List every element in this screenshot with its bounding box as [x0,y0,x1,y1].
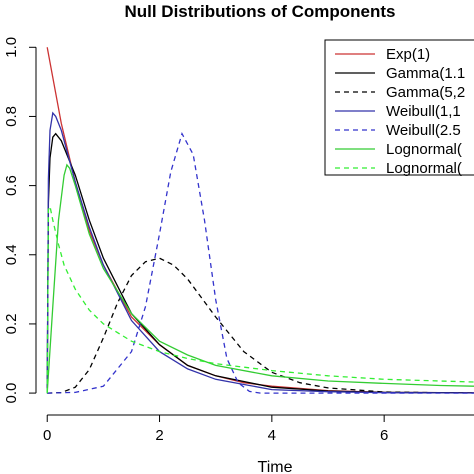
legend: Exp(1) Gamma(1.1 Gamma(5,2 Weibull(1,1 Weibu… [335,46,465,177]
x-tick-label: 6 [380,427,388,444]
y-tick-label: 0.2 [3,313,20,334]
x-tick-label: 0 [43,427,51,444]
legend-box [324,39,474,176]
legend-label: Lognormal( [386,160,462,177]
legend-label: Gamma(5,2 [386,84,465,101]
y-tick-label: 1.0 [3,37,20,58]
y-tick-label: 0.4 [3,244,20,265]
legend-label: Gamma(1.1 [386,65,465,82]
x-tick-label: 2 [155,427,163,444]
legend-label: Lognormal( [386,141,462,158]
legend-label: Exp(1) [386,46,430,63]
y-tick-label: 0.6 [3,175,20,196]
series-line-4 [46,111,474,394]
y-tick-label: 0.0 [3,383,20,404]
y-tick-label: 0.8 [3,106,20,127]
x-axis: 0 2 4 6 [43,414,474,444]
legend-label: Weibull(2.5 [386,122,461,139]
plot-lines [46,47,474,394]
series-line-6 [46,163,474,394]
series-line-7 [46,204,474,394]
chart-title: Null Distributions of Components [124,2,395,21]
series-line-3 [47,257,474,394]
x-axis-label: Time [258,459,293,474]
y-axis: 0.0 0.2 0.4 0.6 0.8 1.0 [3,37,37,404]
legend-label: Weibull(1,1 [386,103,461,120]
series-line-5 [47,131,474,394]
x-tick-label: 4 [268,427,276,444]
